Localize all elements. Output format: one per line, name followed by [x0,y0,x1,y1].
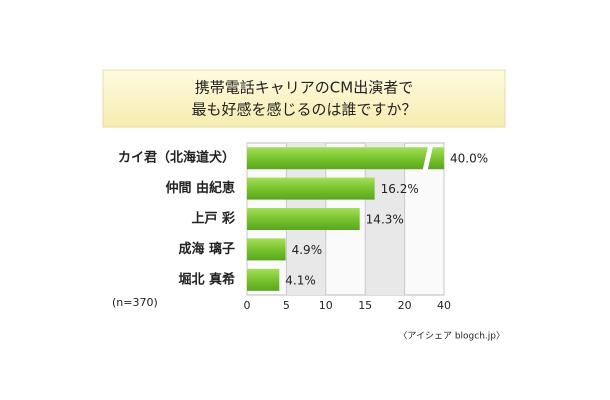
chart-title: 携帯電話キャリアのCM出演者で [195,79,413,97]
axis-break [422,145,434,172]
bar [247,238,286,261]
chart-title: 最も好感を感じるのは誰ですか？ [191,101,416,119]
bar [247,268,280,291]
bar [247,177,375,200]
value-label: 4.9% [292,243,323,257]
bar [247,147,444,170]
y-tick-label: 仲間 由紀恵 [165,180,235,196]
x-tick-label: 5 [283,299,290,312]
value-label: 4.1% [285,273,316,287]
sample-note: (n=370) [112,296,158,309]
y-tick-label: カイ君（北海道犬） [118,150,235,166]
x-tick-label: 40 [437,299,451,312]
value-label: 40.0% [450,152,488,166]
y-tick-label: 堀北 真希 [178,271,235,287]
title-box [102,69,506,128]
x-tick-label: 0 [244,299,251,312]
y-tick-label: 成海 璃子 [178,241,235,257]
x-tick-label: 15 [358,299,372,312]
source: 〈アイシェア blogch.jp〉 [398,331,505,342]
y-tick-label: 上戸 彩 [191,211,235,227]
x-tick-label: 10 [319,299,333,312]
x-tick-label: 20 [398,299,412,312]
value-label: 16.2% [381,182,419,196]
bar [247,208,360,230]
value-label: 14.3% [366,213,404,227]
